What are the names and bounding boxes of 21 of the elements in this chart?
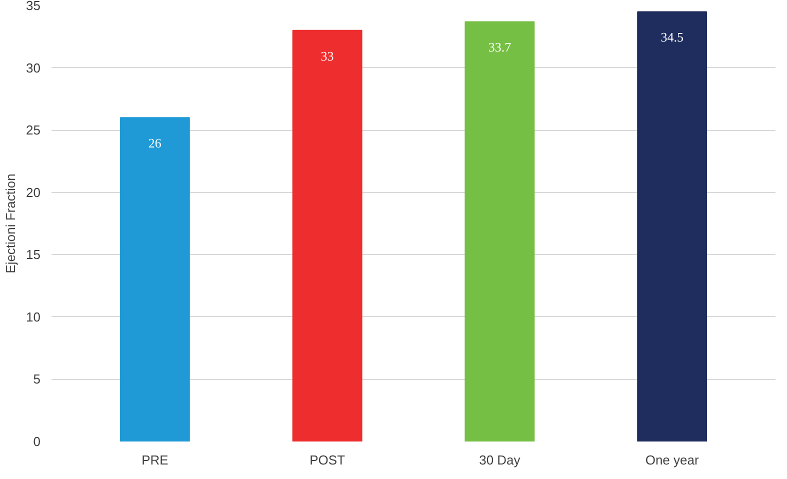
- y-tick-label: 35: [26, 0, 41, 13]
- bar: [464, 21, 535, 442]
- x-tick-label: 30 Day: [479, 452, 521, 468]
- bar: [292, 30, 362, 442]
- y-tick-label: 10: [26, 309, 41, 324]
- y-tick-label: 30: [26, 60, 41, 76]
- y-tick-label: 15: [26, 247, 41, 262]
- y-axis-title: Ejectioni Fraction: [3, 174, 18, 274]
- data-label: 33: [320, 48, 334, 64]
- data-label: 34.5: [660, 30, 684, 45]
- x-tick-label: PRE: [142, 452, 169, 468]
- x-tick-label: POST: [310, 452, 346, 468]
- y-tick-label: 0: [33, 434, 41, 449]
- y-tick-label: 20: [26, 184, 41, 200]
- data-label: 33.7: [488, 40, 512, 55]
- data-label: 26: [148, 136, 162, 151]
- bar: [120, 117, 190, 442]
- bar: [637, 11, 708, 442]
- y-tick-label: 25: [26, 122, 41, 138]
- y-tick-label: 5: [33, 372, 41, 387]
- x-tick-label: One year: [645, 452, 700, 468]
